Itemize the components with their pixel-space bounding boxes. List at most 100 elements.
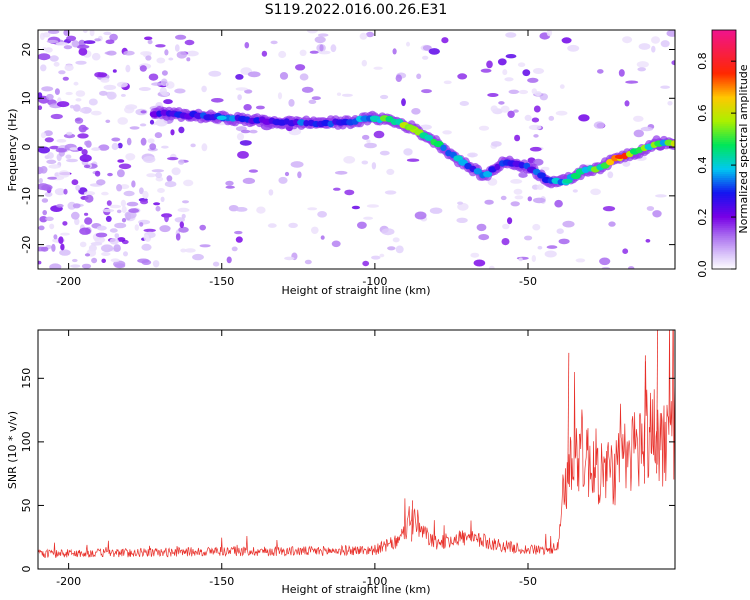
spectrogram-noise-blob [421, 89, 432, 94]
spectrogram-noise-blob [79, 241, 87, 248]
spectrogram-noise-blob [244, 42, 250, 49]
snr-y-axis-label: SNR (10 * v/v) [6, 411, 19, 489]
spectrogram-noise-blob [64, 64, 74, 71]
spectrogram-noise-blob [555, 110, 568, 116]
snr-x-tick-label: -200 [56, 575, 81, 588]
spectrogram-noise-blob [147, 138, 155, 144]
spectrogram-noise-blob [179, 221, 184, 228]
spectrogram-noise-blob [575, 258, 586, 263]
spectrogram-y-axis-label: Frequency (Hz) [6, 109, 19, 192]
colorbar-step [712, 30, 736, 33]
colorbar-step [712, 135, 736, 139]
spectrogram-noise-blob [362, 134, 370, 140]
colorbar-step [712, 201, 736, 204]
spectrogram-noise-blob [498, 101, 505, 105]
spectrogram-noise-blob [143, 234, 150, 242]
spectrogram-noise-blob [317, 211, 327, 218]
spectrogram-noise-blob [70, 264, 81, 268]
colorbar-step [712, 225, 736, 228]
spectrogram-noise-blob [341, 93, 353, 97]
spectrogram-frame [37, 29, 676, 270]
spectrogram-noise-blob [99, 90, 108, 96]
spectrogram-noise-blob [110, 258, 120, 263]
spectrogram-noise-blob [270, 40, 278, 45]
colorbar-step [712, 205, 736, 208]
spectrogram-noise-blob [69, 147, 79, 151]
spectrogram-noise-blob [140, 110, 147, 114]
snr-x-tick-label: -50 [519, 575, 537, 588]
spectrogram-noise-blob [146, 173, 157, 178]
spectrogram-noise-blob [502, 223, 510, 230]
colorbar-step [712, 103, 736, 107]
colorbar-step [712, 215, 736, 218]
spectrogram-noise-blob [71, 179, 79, 186]
spectrogram-noise-blob [74, 218, 80, 226]
spectrogram-noise-blob [47, 152, 54, 159]
spectrogram-noise-blob [192, 253, 204, 261]
spectrogram-noise-blob [364, 142, 377, 149]
spectrogram-noise-blob [116, 184, 123, 192]
colorbar-step [712, 203, 736, 206]
colorbar-step [712, 241, 736, 244]
colorbar-step [712, 63, 736, 67]
spectrogram-noise-blob [502, 69, 508, 76]
spectrogram-noise-blob [41, 86, 54, 92]
colorbar-step [712, 173, 736, 176]
ridge-highlight [406, 125, 417, 130]
spectrogram-noise-blob [480, 68, 492, 73]
colorbar-step [712, 131, 736, 135]
spectrogram-noise-blob [248, 169, 258, 173]
spectrogram-noise-blob [58, 236, 64, 244]
spectrogram-noise-blob [47, 176, 57, 180]
spectrogram-noise-blob [533, 134, 539, 138]
spectrogram-noise-blob [111, 142, 119, 151]
spectrogram-noise-blob [76, 44, 90, 49]
spectrogram-noise-blob [41, 184, 53, 191]
spectrogram-noise-blob [513, 109, 519, 113]
spectrogram-noise-blob [490, 105, 498, 113]
spectrogram-noise-blob [65, 154, 72, 159]
ridge-segment [570, 172, 581, 180]
spectrogram-noise-blob [120, 199, 126, 207]
spectrogram-noise-blob [82, 126, 89, 131]
colorbar-step [712, 181, 736, 184]
spectrogram-noise-blob [56, 139, 67, 143]
spectrogram-noise-blob [527, 196, 532, 202]
spectrogram-noise-blob [105, 119, 111, 124]
snr-panel: -200 -150 -100 -50 0 50 100 150 Height of strai… [6, 329, 676, 596]
spectrogram-noise-blob [117, 169, 125, 178]
spectrogram-noise-blob [572, 189, 578, 193]
spectrogram-noise-blob [411, 108, 421, 115]
spectrogram-noise-blob [164, 49, 169, 56]
spectrogram-noise-blob [102, 208, 115, 213]
spectrogram-noise-blob [72, 258, 78, 263]
spectrogram-noise-blob [105, 39, 115, 45]
spectrogram-noise-blob [114, 233, 120, 239]
spectrogram-noise-blob [109, 238, 119, 245]
spectrogram-noise-blob [524, 235, 533, 241]
spectrogram-noise-blob [476, 223, 487, 232]
spectrogram-noise-blob [379, 253, 385, 258]
spectrogram-noise-blob [299, 49, 307, 56]
spectrogram-noise-blob [123, 50, 135, 56]
spectrogram-noise-blob [507, 110, 515, 119]
spectrogram-noise-blob [478, 125, 490, 131]
colorbar-step [712, 229, 736, 232]
spectrogram-noise-blob [401, 98, 406, 107]
spectrogram-noise-blob [101, 191, 109, 196]
spectrogram-noise-blob [101, 252, 111, 256]
ridge-segment [433, 140, 444, 148]
spectrogram-noise-blob [308, 99, 317, 105]
spectrogram-noise-blob [113, 244, 121, 253]
colorbar-step [712, 61, 736, 65]
snr-frame [37, 329, 676, 570]
colorbar-step [712, 197, 736, 200]
colorbar-step [712, 115, 736, 119]
spectrogram-noise-blob [359, 32, 368, 40]
spectrogram-noise-blob [106, 91, 117, 100]
spectrogram-noise-blob [249, 129, 258, 134]
spectrogram-noise-blob [38, 146, 50, 154]
spectrogram-noise-blob [94, 38, 101, 42]
colorbar-step [712, 259, 736, 262]
spectrogram-noise-blob [118, 163, 132, 170]
